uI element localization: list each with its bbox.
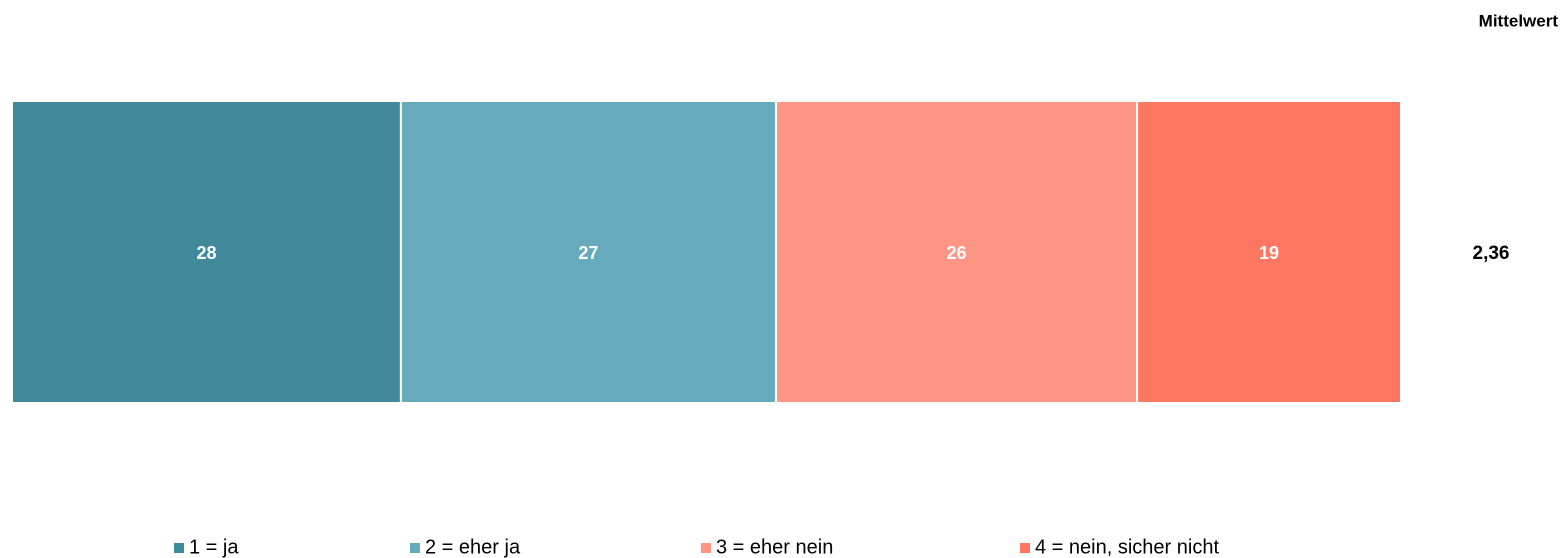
legend-swatch [410,543,420,553]
data-label: 28 [196,243,216,263]
bar-segment [399,100,777,404]
bar-segment [1136,100,1402,404]
data-label: 27 [578,243,598,263]
legend-label: 3 = eher nein [716,536,833,558]
legend-label: 4 = nein, sicher nicht [1035,536,1219,558]
legend-label: 1 = ja [189,536,239,558]
legend-swatch [701,543,711,553]
data-label: 26 [947,243,967,263]
legend-swatch [1020,543,1030,553]
bar-segment [11,100,402,404]
mean-value: 2,36 [1473,243,1510,264]
mean-header: Mittelwert [1479,11,1559,30]
data-label: 19 [1259,243,1279,263]
legend-swatch [174,543,184,553]
legend-label: 2 = eher ja [425,536,521,558]
bar-segment [774,100,1139,404]
